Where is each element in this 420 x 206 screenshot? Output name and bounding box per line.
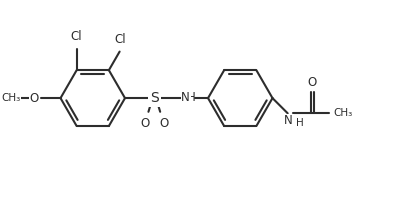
Text: CH₃: CH₃: [333, 108, 353, 118]
Text: Cl: Cl: [71, 30, 82, 43]
Text: O: O: [307, 76, 317, 89]
Text: H: H: [296, 118, 303, 128]
Text: Cl: Cl: [115, 33, 126, 46]
Text: N: N: [181, 91, 190, 104]
Text: CH₃: CH₃: [1, 93, 21, 103]
Text: O: O: [30, 92, 39, 105]
Text: H: H: [187, 91, 196, 104]
Text: O: O: [140, 117, 149, 130]
Text: O: O: [160, 117, 169, 130]
Text: N: N: [284, 114, 293, 127]
Text: S: S: [150, 91, 159, 105]
